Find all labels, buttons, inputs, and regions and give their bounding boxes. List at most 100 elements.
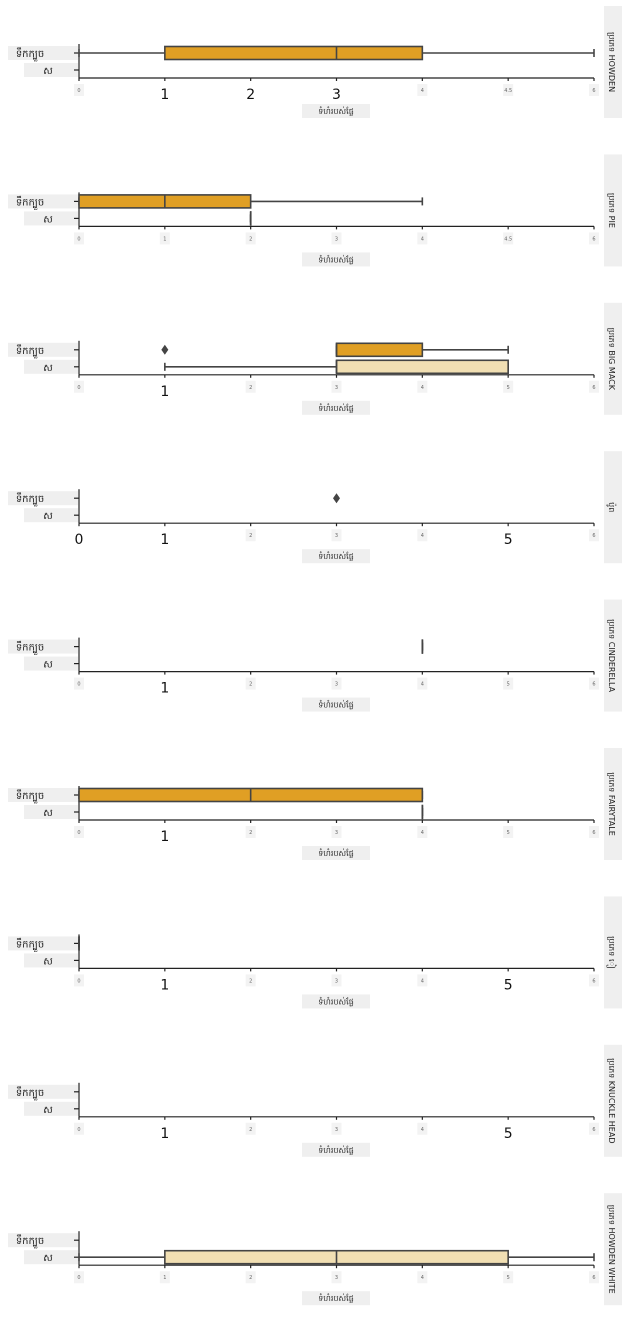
facet-title: ប្រភេទ HOWDEN: [607, 32, 616, 92]
facet-title-strip: [604, 154, 622, 267]
x-tick-label-bg: [331, 677, 342, 690]
x-tick-label-bg: [589, 826, 599, 838]
x-tick-label-bg: [503, 380, 514, 393]
x-tick-label-bg: [74, 677, 84, 690]
x-tick-label: 6: [592, 1127, 595, 1133]
x-tick-label: 4.5: [504, 236, 512, 242]
category-label: ស: [43, 1105, 53, 1116]
x-tick-label: 4: [421, 830, 424, 836]
facet-panel: ប្រភេទ PIE ទឹកក្បួចស 0 1 2 3 4 4.5 6 ទំហំរបស់ផ្លែ: [8, 154, 622, 267]
x-tick-label-bg: [245, 380, 256, 393]
facet-title-strip: [604, 6, 622, 118]
x-tick-label: 0: [77, 385, 80, 391]
x-axis-label: ទំហំរបស់ផ្លែ: [318, 1145, 354, 1155]
x-tick-label: 1: [160, 829, 169, 845]
x-tick-label-bg: [589, 529, 599, 542]
x-tick-label-bg: [74, 1271, 84, 1284]
x-tick-label: 3: [335, 978, 338, 984]
category-label-bg: [24, 1250, 78, 1265]
x-tick-label-bg: [245, 232, 256, 245]
category-label: ស: [43, 660, 53, 671]
x-tick-label: 0: [77, 1127, 80, 1133]
x-axis-label: ទំហំរបស់ផ្លែ: [318, 106, 354, 116]
box: [335, 342, 424, 358]
x-tick-label-bg: [503, 232, 514, 245]
x-tick-label-bg: [503, 84, 514, 96]
facet-title-strip: [604, 1193, 622, 1306]
x-tick-label-bg: [417, 677, 428, 690]
x-tick-label: 6: [592, 385, 595, 391]
x-tick-label: 4: [421, 1127, 424, 1133]
x-tick-label-bg: [245, 826, 256, 838]
category-label: ស: [43, 511, 53, 522]
category-label-bg: [24, 953, 78, 968]
category-label: ទឹកក្បួច: [16, 195, 44, 210]
x-tick-label: 1: [160, 384, 169, 400]
x-tick-label: 3: [335, 533, 338, 539]
category-label: ទឹកក្បួច: [16, 1234, 44, 1249]
x-tick-label: 6: [592, 88, 595, 94]
x-tick-label: 2: [249, 682, 252, 688]
x-tick-label-bg: [159, 232, 170, 245]
category-label: ទឹកក្បួច: [16, 47, 44, 62]
x-axis-label: ទំហំរបស់ផ្លែ: [318, 848, 354, 858]
facet-title: ប្រភេទ FAIRYTALE: [607, 772, 616, 836]
facet-title: ប្រភេទ KNUCKLE HEAD: [607, 1058, 616, 1143]
facet-title: ប្រភេទ CINDERELLA: [607, 619, 616, 693]
x-tick-label: 4: [421, 682, 424, 688]
x-tick-label: 6: [592, 682, 595, 688]
x-axis-label: ទំហំរបស់ផ្លែ: [318, 254, 354, 264]
x-tick-label: 0: [75, 532, 84, 548]
x-tick-label-bg: [417, 826, 428, 838]
facet-panel: ប្រភេទ FAIRYTALE ទឹកក្បួចស 0 1 2 3 4 5 6 ទំហំរបស់…: [8, 748, 622, 860]
category-label-bg: [8, 46, 78, 60]
x-tick-label: 4.5: [504, 88, 512, 94]
x-tick-label: 4: [421, 88, 424, 94]
facet-title-strip: [604, 896, 622, 1009]
facet-panel: ប្រភេទ HOWDEN WHITE ទឹកក្បួចស 0 1 2 3 4 5 6 ទំហំរ…: [8, 1193, 622, 1306]
x-tick-label-bg: [503, 677, 514, 690]
category-label: ទឹកក្បួច: [16, 344, 44, 359]
x-tick-label-bg: [589, 677, 599, 690]
facet-title-strip: [604, 748, 622, 860]
x-tick-label-bg: [589, 974, 599, 987]
x-axis-label: ទំហំរបស់ផ្លែ: [318, 996, 354, 1006]
x-axis-label-bg: [302, 400, 370, 415]
x-tick-label: 3: [332, 87, 341, 103]
x-tick-label: 4: [421, 385, 424, 391]
x-tick-label-bg: [331, 529, 342, 542]
category-label-bg: [8, 1233, 78, 1248]
x-tick-label: 5: [507, 385, 510, 391]
x-tick-label: 3: [335, 682, 338, 688]
x-axis-label-bg: [302, 846, 370, 860]
category-label-bg: [8, 936, 78, 951]
x-tick-label: 2: [246, 87, 255, 103]
x-axis-label: ទំហំរបស់ផ្លែ: [318, 700, 354, 710]
facet-title: ប៉ូព: [606, 502, 617, 512]
x-tick-label-bg: [74, 826, 84, 838]
category-label: ស: [43, 66, 53, 77]
category-label: ស: [43, 808, 53, 819]
x-tick-label: 4: [421, 978, 424, 984]
x-tick-label: 0: [77, 1275, 80, 1281]
x-tick-label: 1: [163, 236, 166, 242]
x-tick-label: 6: [592, 978, 595, 984]
x-tick-label: 5: [504, 977, 513, 993]
x-tick-label: 6: [592, 1275, 595, 1281]
x-axis-label-bg: [302, 1291, 370, 1306]
facet-title: ប្រភេទ BIG MACK: [607, 328, 616, 391]
category-label-bg: [8, 194, 78, 209]
x-axis-label: ទំហំរបស់ផ្លែ: [318, 403, 354, 413]
x-axis-label-bg: [302, 104, 370, 118]
x-tick-label-bg: [331, 974, 342, 987]
x-tick-label: 0: [77, 830, 80, 836]
facet-title: ប្រភេទ PIE: [607, 193, 616, 228]
x-axis-label-bg: [302, 994, 370, 1009]
x-tick-label: 4: [421, 1275, 424, 1281]
x-tick-label-bg: [74, 84, 84, 96]
facet-panel: ប្រភេទ HOWDEN ទឹកក្បួចស 0 1 2 3 4 4.5 6 ទំហំរបស់ផ…: [8, 6, 622, 118]
x-axis-label-bg: [302, 697, 370, 712]
x-tick-label: 2: [249, 978, 252, 984]
facet-panel: ប៉ូព ទឹកក្បួចស 0 1 2 3 4 5 6 ទំហំរបស់ផ្លែ: [8, 451, 622, 564]
x-tick-label-bg: [74, 974, 84, 987]
